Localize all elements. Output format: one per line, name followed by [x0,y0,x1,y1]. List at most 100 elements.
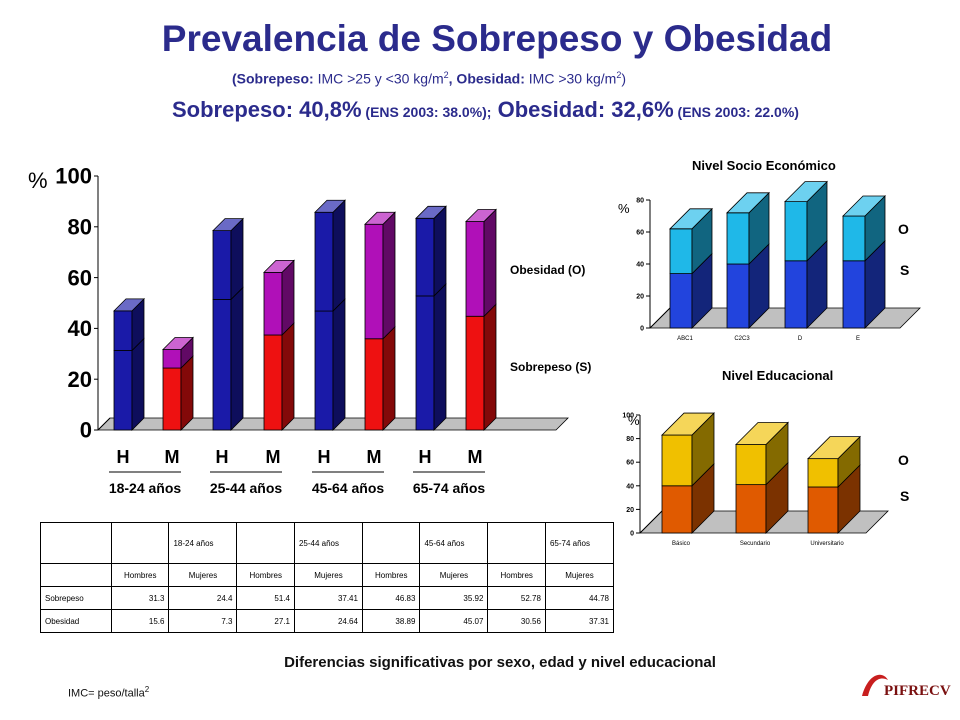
bar-obesidad-6 [415,205,447,297]
bar-sobrepeso-2-front [212,299,232,431]
table-row-label: Sobrepeso [40,586,112,610]
bar-obesidad-7-side [483,208,497,318]
nse-tick-label: 60 [636,229,644,236]
bar-sobrepeso-5-front [364,338,384,431]
logo-swoosh [862,674,888,696]
sobrepeso-def-sup: 2 [443,70,449,80]
table-subheader: Mujeres [293,563,363,587]
nse-bar-s-0-front [669,273,693,329]
edu-bar-o-2-front [807,458,839,488]
bar-obesidad-3 [263,259,295,336]
edu-bar-s-2-front [807,486,839,534]
bar-obesidad-4-side [332,199,346,313]
bar-obesidad-7-front [465,221,485,317]
table-subheader: Hombres [361,563,421,587]
table-subheader: Hombres [487,563,546,587]
edu-bar-o-2 [807,435,861,488]
imc-formula: IMC= peso/talla2 [68,685,149,700]
table-cell: 52.78 [487,586,546,610]
edu-chart-title: Nivel Educacional [722,368,834,383]
table-cell: 46.83 [361,586,421,610]
x-tick-label-7: M [468,447,483,467]
group-label-1: 25-44 años [210,480,283,496]
edu-tick-label: 0 [630,530,634,537]
table-cell: 31.3 [110,586,170,610]
bar-sobrepeso-7-front [465,315,485,431]
bar-obesidad-5 [364,211,396,340]
edu-tick-label: 60 [626,460,634,467]
edu-legend-o: O [898,452,909,468]
bar-obesidad-3-side [281,259,295,336]
imc-text: IMC= peso/talla [68,687,145,700]
logo-text: PIFRECV [884,683,951,699]
table-cell: 7.3 [168,609,238,633]
edu-bar-s-1-front [735,484,767,534]
bar-sobrepeso-5-side [382,325,396,431]
edu-depth-line [639,510,663,534]
sobrepeso-def-label: (Sobrepeso: [232,70,314,87]
legend-sobrepeso: Sobrepeso (S) [510,360,592,374]
data-table: 18-24 años 25-44 años 45-64 años 65-74 a… [40,522,615,633]
nse-tick-label: 0 [640,325,644,332]
nse-chart-title: Nivel Socio Económico [692,158,836,173]
edu-legend-s: S [900,488,910,504]
obesidad-def: IMC >30 kg/m [524,70,617,87]
edu-bar-o-1 [735,421,789,486]
bar-obesidad-2 [212,217,244,301]
bar-sobrepeso-3-front [263,334,283,431]
bar-obesidad-6-front [415,217,435,297]
nse-bar-o-1-top [726,192,770,214]
table-cell [236,522,295,564]
table-cell: 24.4 [168,586,238,610]
nse-bar-o-2 [784,180,828,262]
significance-note: Diferencias significativas por sexo, eda… [284,654,716,671]
table-cell: 44.78 [544,586,615,610]
bar-obesidad-3-top [263,259,295,273]
sobrepeso-ref: (ENS 2003: 38.0%); [361,104,492,120]
obesidad-def-sup: 2 [616,70,622,80]
nse-x-label-0: ABC1 [677,336,693,342]
table-cell: 35.92 [419,586,489,610]
nse-bar-o-0 [669,207,713,275]
bar-sobrepeso-6-side [433,282,447,431]
bar-sobrepeso-3-side [281,322,295,431]
table-row: Sobrepeso 31.3 24.4 51.4 37.41 46.83 35.… [40,586,615,610]
x-tick-label-1: M [165,447,180,467]
edu-bar-o-1-front [735,444,767,486]
table-cell: 37.41 [293,586,363,610]
table-cell [40,522,112,564]
table-cell: 27.1 [236,609,295,633]
nse-bar-o-3 [842,195,886,262]
bar-obesidad-0 [113,297,145,352]
bar-obesidad-4-front [314,211,334,312]
bar-sobrepeso-0-side [131,337,145,431]
bar-obesidad-2-front [212,230,232,300]
table-cell: 30.56 [487,609,546,633]
main-tick-label: 0 [80,418,92,443]
edu-x-label-1: Secundario [740,541,771,547]
x-tick-label-2: H [216,447,229,467]
main-tick-label: 60 [68,265,92,290]
main-y-unit: % [28,168,48,193]
x-tick-label-4: H [318,447,331,467]
pifrecv-logo: PIFRECV [862,674,951,699]
x-tick-label-6: H [419,447,432,467]
bar-obesidad-2-side [230,217,244,301]
table-cell: 15.6 [110,609,170,633]
table-group-header: 65-74 años [544,522,615,564]
table-subheader: Mujeres [168,563,238,587]
bar-obesidad-1-front [162,349,182,369]
bar-obesidad-4-top [314,199,346,213]
sobrepeso-summary: Sobrepeso: 40,8% [172,97,362,122]
nse-chart: 0 20 40 60 80 ABC1 C2C3 D E [636,180,921,342]
age-sex-chart: 0 20 40 60 80 100 H M H M H M H M 18-24 años 25-44 años… [55,164,569,496]
bar-sobrepeso-0 [113,337,145,431]
obesidad-def-label: , Obesidad: [448,70,525,87]
table-subheader: Mujeres [544,563,615,587]
bar-obesidad-0-front [113,310,133,351]
bar-obesidad-6-top [415,205,447,219]
table-subheader: Hombres [110,563,170,587]
bar-sobrepeso-6 [415,282,447,431]
bar-obesidad-5-front [364,223,384,340]
table-cell [110,522,170,564]
